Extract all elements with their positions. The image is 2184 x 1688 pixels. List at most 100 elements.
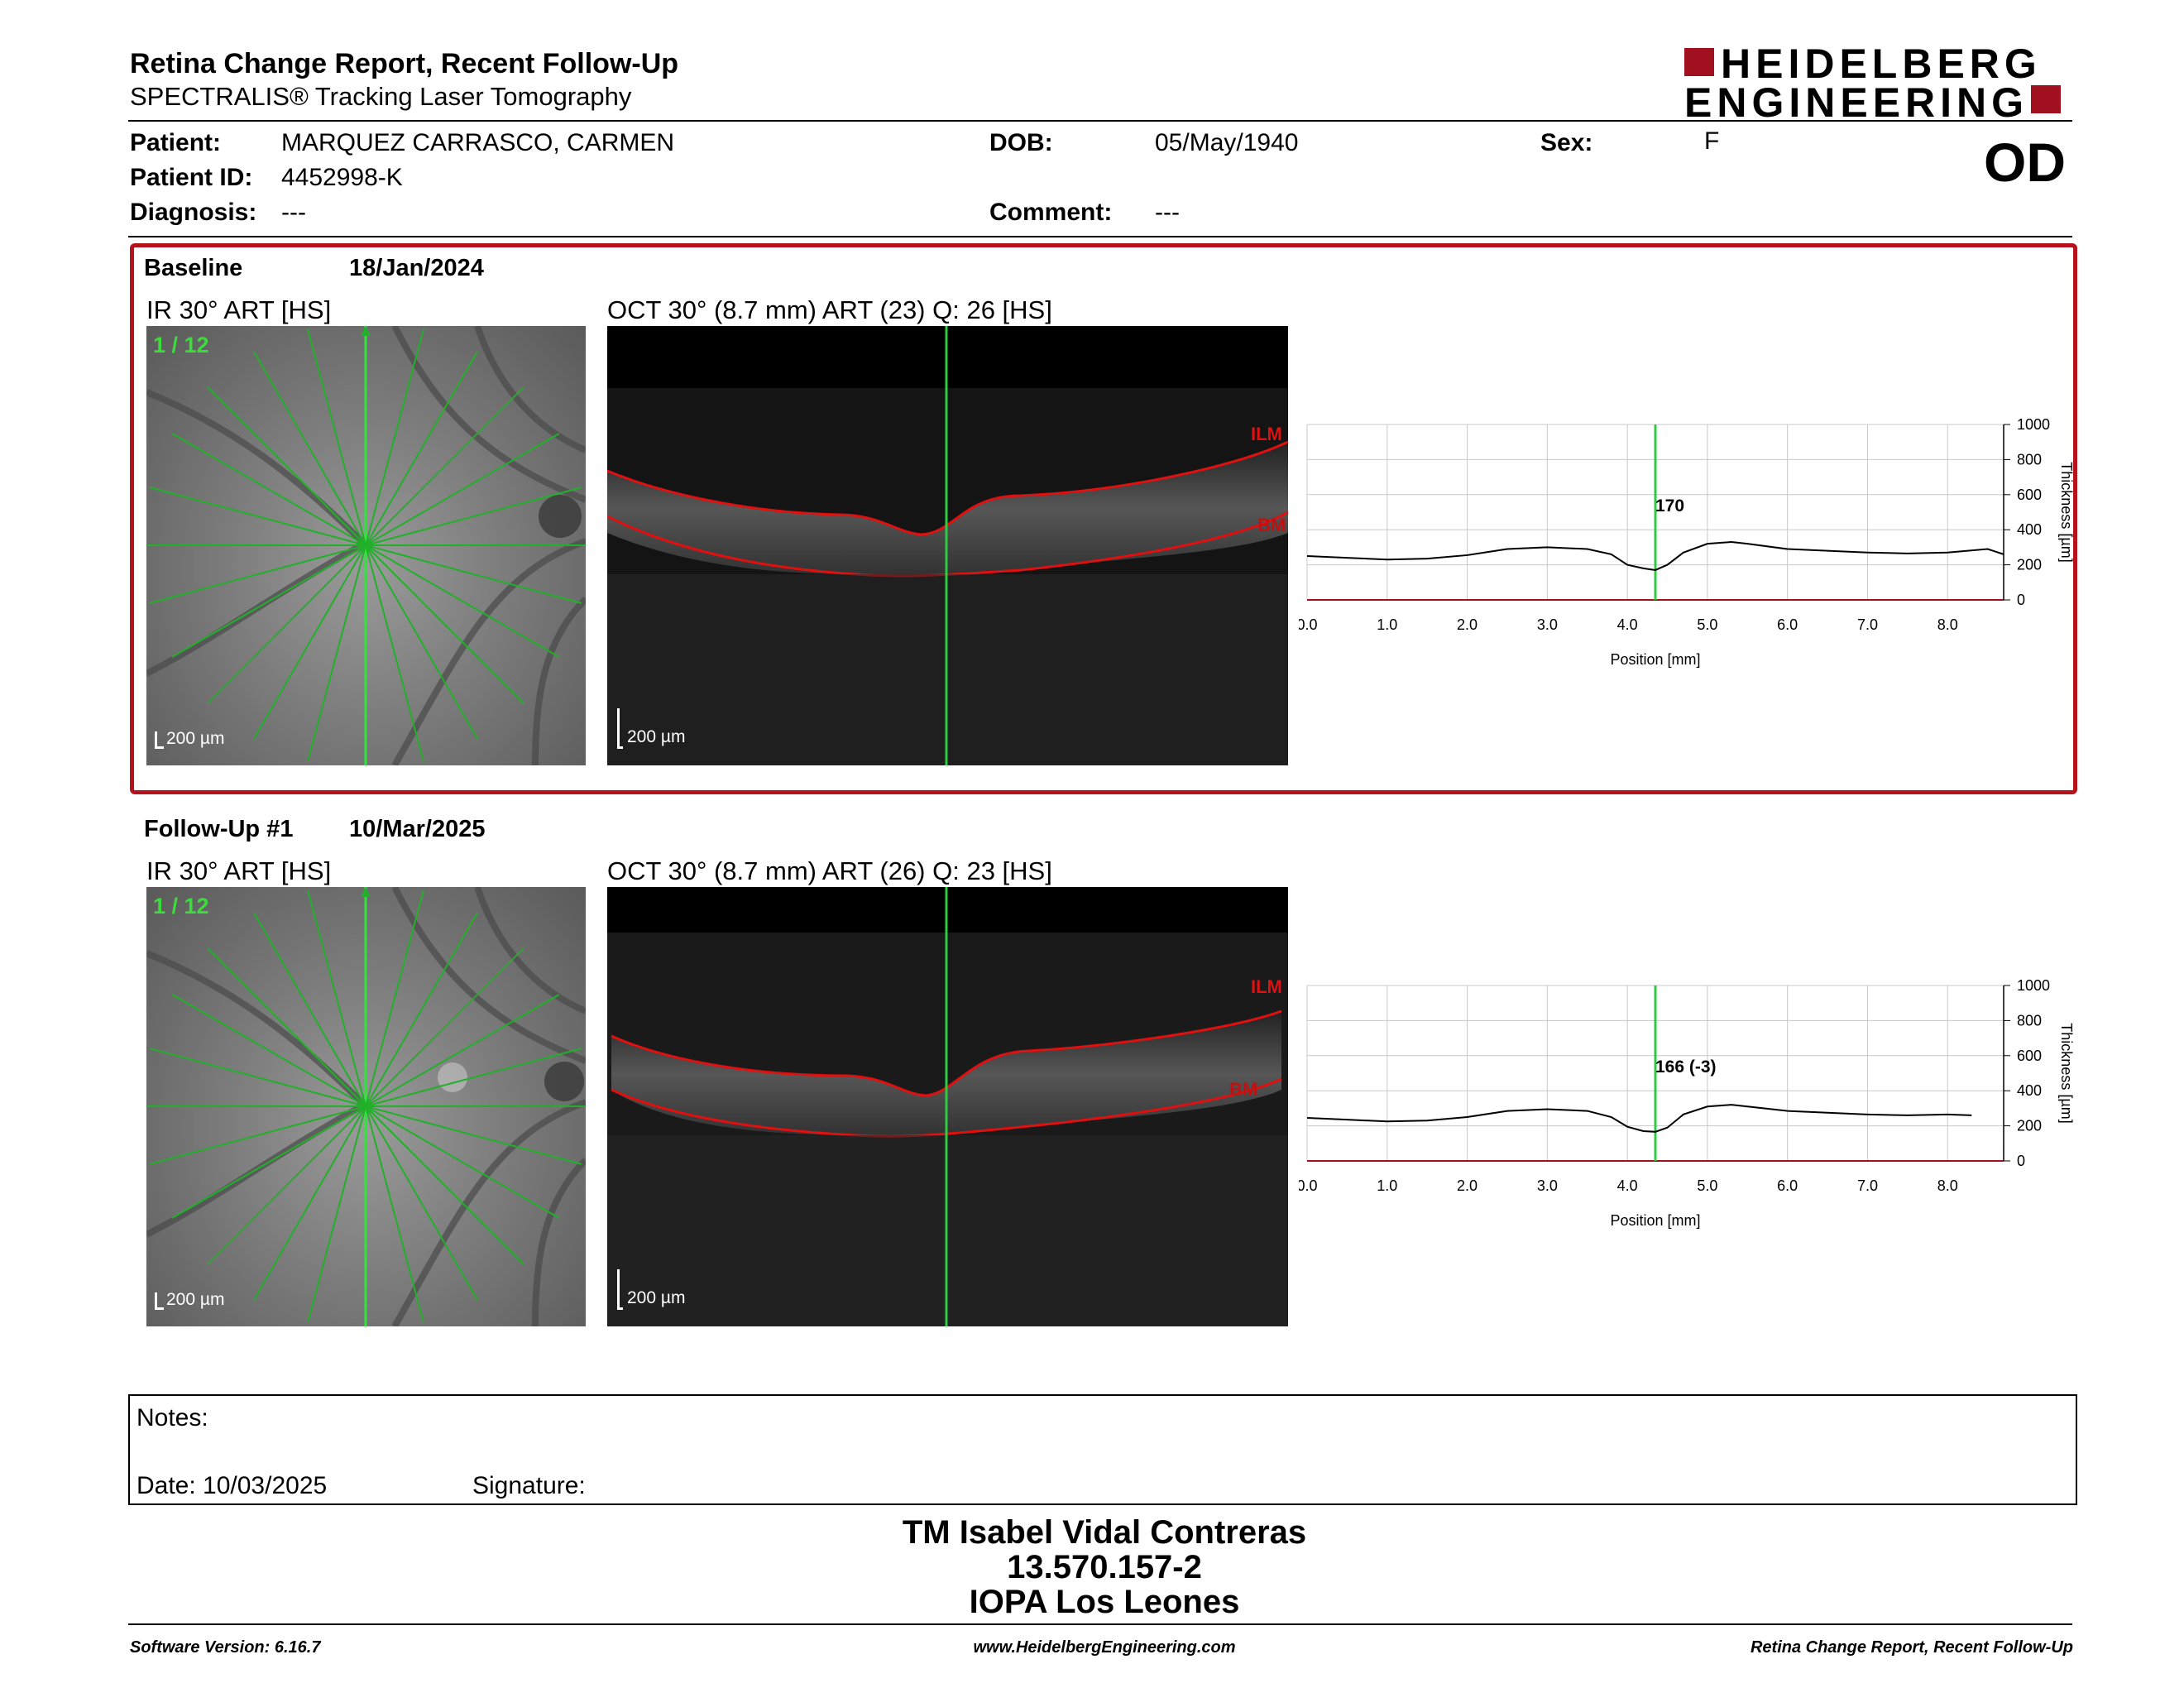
followup-oct-overlay xyxy=(607,887,1288,1326)
followup-oct-bscan-image: ILM BM 200 µm xyxy=(607,887,1288,1326)
y-axis-label: Thickness [µm] xyxy=(2058,462,2075,562)
y-tick-label: 0 xyxy=(2017,592,2025,608)
dob-label: DOB: xyxy=(989,129,1053,156)
x-tick-label: 0.0 xyxy=(1299,616,1318,633)
patient-name: MARQUEZ CARRASCO, CARMEN xyxy=(281,129,675,156)
sex-label: Sex: xyxy=(1540,129,1593,156)
technician-id: 13.570.157-2 xyxy=(1007,1549,1202,1585)
institution-name: IOPA Los Leones xyxy=(969,1584,1240,1620)
eye-indicator: OD xyxy=(1984,132,2066,193)
x-tick-label: 5.0 xyxy=(1697,616,1717,633)
baseline-label: Baseline xyxy=(144,255,243,281)
baseline-oct-title: OCT 30° (8.7 mm) ART (23) Q: 26 [HS] xyxy=(607,295,1052,324)
baseline-ir-fundus-image: 1 / 12 200 µm xyxy=(146,326,586,765)
x-tick-label: 2.0 xyxy=(1457,616,1478,633)
baseline-oct-overlay xyxy=(607,326,1288,765)
x-tick-label: 5.0 xyxy=(1697,1177,1717,1194)
date-field: Date: 10/03/2025 xyxy=(136,1472,328,1499)
x-tick-label: 7.0 xyxy=(1857,616,1878,633)
x-axis-label: Position [mm] xyxy=(1610,1212,1700,1229)
followup-ir-title: IR 30° ART [HS] xyxy=(146,856,332,885)
x-tick-label: 2.0 xyxy=(1457,1177,1478,1194)
patient-id-label: Patient ID: xyxy=(130,164,253,191)
y-tick-label: 400 xyxy=(2017,521,2042,538)
followup-thickness-chart: 0 200 400 600 800 1000 0.0 1.0 2.0 3.0 4.0 5.0 6.0 7.… xyxy=(1299,977,2075,1229)
baseline-thickness-value: 170 xyxy=(1655,496,1685,516)
report-subtitle: SPECTRALIS® Tracking Laser Tomography xyxy=(130,82,632,111)
y-tick-label: 800 xyxy=(2017,1012,2042,1029)
y-tick-label: 800 xyxy=(2017,451,2042,468)
x-axis-label: Position [mm] xyxy=(1610,651,1700,668)
comment-label: Comment: xyxy=(989,199,1113,226)
baseline-ir-scalebar xyxy=(155,731,164,749)
signature-field: Signature: xyxy=(472,1472,586,1499)
patient-id: 4452998-K xyxy=(281,164,403,191)
notes-box[interactable]: Notes: Date: 10/03/2025 Signature: xyxy=(128,1394,2077,1505)
baseline-frame xyxy=(130,243,2077,794)
x-tick-label: 6.0 xyxy=(1777,1177,1798,1194)
followup-oct-scalebar xyxy=(617,1269,623,1310)
x-tick-label: 3.0 xyxy=(1537,1177,1558,1194)
y-tick-label: 200 xyxy=(2017,1118,2042,1134)
x-tick-label: 4.0 xyxy=(1617,616,1638,633)
y-tick-label: 600 xyxy=(2017,1048,2042,1064)
x-tick-label: 8.0 xyxy=(1937,1177,1958,1194)
x-tick-label: 0.0 xyxy=(1299,1177,1318,1194)
followup-ir-scan-overlay xyxy=(146,887,586,1326)
y-tick-label: 200 xyxy=(2017,557,2042,573)
report-title: Retina Change Report, Recent Follow-Up xyxy=(130,48,679,79)
scan-line xyxy=(307,890,424,1323)
footer-report-name: Retina Change Report, Recent Follow-Up xyxy=(1750,1638,2073,1657)
followup-ir-fundus-image: 1 / 12 200 µm xyxy=(146,887,586,1326)
diagnosis-value: --- xyxy=(281,199,306,226)
followup-scan-index: 1 / 12 xyxy=(153,894,209,918)
baseline-oct-scalebar xyxy=(617,708,623,749)
followup-label: Follow-Up #1 xyxy=(144,816,294,842)
y-tick-label: 1000 xyxy=(2017,416,2050,433)
x-tick-label: 3.0 xyxy=(1537,616,1558,633)
baseline-date: 18/Jan/2024 xyxy=(349,255,484,281)
followup-thickness-value: 166 (-3) xyxy=(1655,1057,1717,1077)
followup-bm-label: BM xyxy=(1229,1079,1258,1100)
baseline-ir-scan-overlay xyxy=(146,326,586,765)
baseline-ir-title: IR 30° ART [HS] xyxy=(146,295,332,324)
x-tick-label: 1.0 xyxy=(1377,616,1397,633)
thickness-series-line xyxy=(1306,1104,1972,1133)
y-tick-label: 400 xyxy=(2017,1082,2042,1099)
followup-date: 10/Mar/2025 xyxy=(349,816,486,842)
dob-value: 05/May/1940 xyxy=(1155,129,1299,156)
baseline-scan-index: 1 / 12 xyxy=(153,333,209,357)
baseline-ir-scale: 200 µm xyxy=(166,729,225,748)
patient-divider xyxy=(128,236,2072,237)
followup-oct-title: OCT 30° (8.7 mm) ART (26) Q: 23 [HS] xyxy=(607,856,1052,885)
followup-ir-scalebar xyxy=(155,1292,164,1310)
baseline-ilm-label: ILM xyxy=(1251,424,1282,444)
header-divider xyxy=(128,120,2072,122)
x-tick-label: 7.0 xyxy=(1857,1177,1878,1194)
x-tick-label: 8.0 xyxy=(1937,616,1958,633)
followup-oct-scale: 200 µm xyxy=(627,1288,686,1307)
baseline-oct-bscan-image: ILM BM 200 µm xyxy=(607,326,1288,765)
diagnosis-label: Diagnosis: xyxy=(130,199,257,226)
y-tick-label: 0 xyxy=(2017,1153,2025,1169)
baseline-oct-scale: 200 µm xyxy=(627,727,686,746)
y-axis-label: Thickness [µm] xyxy=(2058,1023,2075,1123)
baseline-bm-label: BM xyxy=(1257,515,1286,535)
y-tick-label: 1000 xyxy=(2017,977,2050,994)
website-link[interactable]: www.HeidelbergEngineering.com xyxy=(973,1638,1236,1657)
baseline-thickness-chart: 0 200 400 600 800 1000 0.0 1.0 2.0 3.0 4.0 5.0 6.0 7.… xyxy=(1299,416,2075,668)
followup-ilm-label: ILM xyxy=(1251,976,1282,997)
y-tick-label: 600 xyxy=(2017,487,2042,503)
scan-line xyxy=(307,328,424,762)
footer-divider xyxy=(128,1623,2072,1625)
comment-value: --- xyxy=(1155,199,1180,226)
sex-value: F xyxy=(1704,127,1720,155)
x-tick-label: 1.0 xyxy=(1377,1177,1397,1194)
thickness-series-line xyxy=(1306,541,2004,571)
technician-name: TM Isabel Vidal Contreras xyxy=(902,1514,1307,1551)
x-tick-label: 6.0 xyxy=(1777,616,1798,633)
software-version: Software Version: 6.16.7 xyxy=(130,1638,321,1657)
x-tick-label: 4.0 xyxy=(1617,1177,1638,1194)
notes-label: Notes: xyxy=(136,1404,208,1431)
patient-label: Patient: xyxy=(130,129,222,156)
